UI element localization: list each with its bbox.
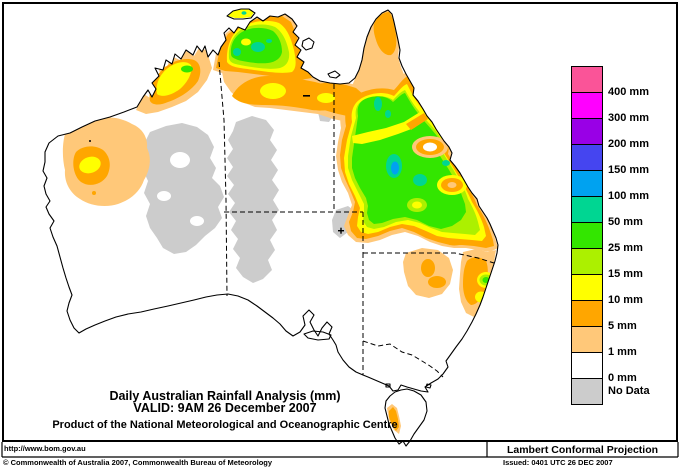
contour-50mm-topend [251, 42, 265, 52]
contour-50mm-tiwi [241, 11, 247, 15]
contour-5mm-inland-nsw [428, 276, 446, 288]
rainfall-legend [571, 66, 603, 405]
legend-label-400mm: 400 mm [608, 86, 649, 98]
issued-timestamp: Issued: 0401 UTC 26 DEC 2007 [503, 458, 613, 467]
map-valid-date: VALID: 9AM 26 December 2007 [133, 401, 317, 415]
footer-strip-border [1, 442, 679, 458]
contour-50mm-nqld [385, 110, 391, 118]
bass-strait-island [425, 383, 432, 389]
topend-yellow-spot [241, 38, 251, 46]
legend-label-5mm: 5 mm [608, 320, 637, 332]
contour-10mm-tiwi [228, 9, 254, 18]
legend-swatch-150mm [572, 145, 602, 171]
qld-coast-hole-tan [447, 182, 457, 188]
legend-swatch-1mm [572, 327, 602, 353]
legend-swatch-100mm [572, 171, 602, 197]
contour-5mm-dot [92, 191, 96, 195]
legend-swatch-0mm [572, 353, 602, 379]
contour-inner-details [241, 38, 467, 212]
contour-50mm-topend [266, 39, 272, 43]
legend-swatch-nodata [572, 379, 602, 404]
legend-label-50mm: 50 mm [608, 216, 643, 228]
legend-label-0mm: 0 mm [608, 372, 637, 384]
legend-swatch-10mm [572, 275, 602, 301]
legend-swatch-200mm [572, 119, 602, 145]
contour-10mm-pilbara [79, 156, 101, 174]
map-title: Daily Australian Rainfall Analysis (mm) [109, 389, 341, 403]
no-data-regions [143, 110, 356, 283]
legend-swatch-5mm [572, 301, 602, 327]
legend-label-300mm: 300 mm [608, 112, 649, 124]
contour-5mm-tasmania [389, 407, 399, 431]
projection-label: Lambert Conformal Projection [506, 444, 659, 456]
map-frame [1, 2, 679, 458]
legend-label-1mm: 1 mm [608, 346, 637, 358]
no-data-central-wa [143, 123, 224, 254]
mornington-island-coastline [327, 70, 341, 79]
copyright-notice: © Commonwealth of Australia 2007, Common… [3, 457, 273, 467]
legend-swatch-400mm [572, 67, 602, 93]
legend-swatch-15mm [572, 249, 602, 275]
qld-yellow-corridor [352, 112, 428, 144]
coastlines [42, 8, 499, 447]
legend-label-150mm: 150 mm [608, 164, 649, 176]
contour-10mm-barkly [317, 93, 335, 103]
bom-url: http://www.bom.gov.au [4, 444, 86, 453]
contour-50mm-nqld [374, 97, 382, 111]
legend-label-25mm: 25 mm [608, 242, 643, 254]
legend-swatch-50mm [572, 197, 602, 223]
contour-50mm-cqld [442, 160, 450, 166]
contour-50mm-topend [233, 48, 241, 56]
contour-5mm-cape-york [373, 12, 397, 56]
map-product-credit: Product of the National Meteorological a… [52, 419, 398, 431]
legend-label-200mm: 200 mm [608, 138, 649, 150]
tasmania-coastline [384, 388, 428, 447]
legend-swatch-300mm [572, 93, 602, 119]
qld-dry-hole-white [423, 142, 437, 152]
contour-10mm-victoria-river [260, 83, 286, 99]
contour-25mm-qld-system [352, 93, 466, 229]
qld-orange-corridor [406, 113, 428, 130]
tiwi-islands-coastline [226, 8, 256, 20]
border-wa [218, 61, 228, 297]
legend-label-100mm: 100 mm [608, 190, 649, 202]
groote-eylandt-coastline [301, 37, 315, 51]
contour-25mm-kimberley-spot [181, 65, 193, 73]
rainfall-contour-layers [56, 9, 498, 434]
legend-label-15mm: 15 mm [608, 268, 643, 280]
legend-label-10mm: 10 mm [608, 294, 643, 306]
map-border [2, 2, 678, 442]
contour-5mm-inland-nsw [421, 259, 435, 277]
nsw-bullseye [479, 274, 493, 286]
legend-swatch-25mm [572, 223, 602, 249]
contour-50mm-cqld [413, 174, 427, 186]
state-borders [218, 61, 495, 378]
contour-100mm-cqld [391, 161, 399, 175]
no-data-hole [170, 152, 190, 168]
legend-label-nodata: No Data [608, 385, 650, 397]
contour-5mm-dot [99, 178, 103, 182]
qld-south-hole-yellow [412, 201, 422, 209]
contour-5mm-victoria-river [232, 76, 339, 111]
kangaroo-island-coastline [303, 330, 332, 341]
no-data-central-nt-sa [227, 116, 279, 283]
bass-strait-island [385, 383, 391, 388]
mainland-coastline [42, 9, 499, 393]
border-qld-nsw [363, 252, 495, 264]
no-data-hole [157, 191, 171, 201]
no-data-hole [190, 216, 204, 226]
border-nsw-vic [362, 340, 444, 378]
